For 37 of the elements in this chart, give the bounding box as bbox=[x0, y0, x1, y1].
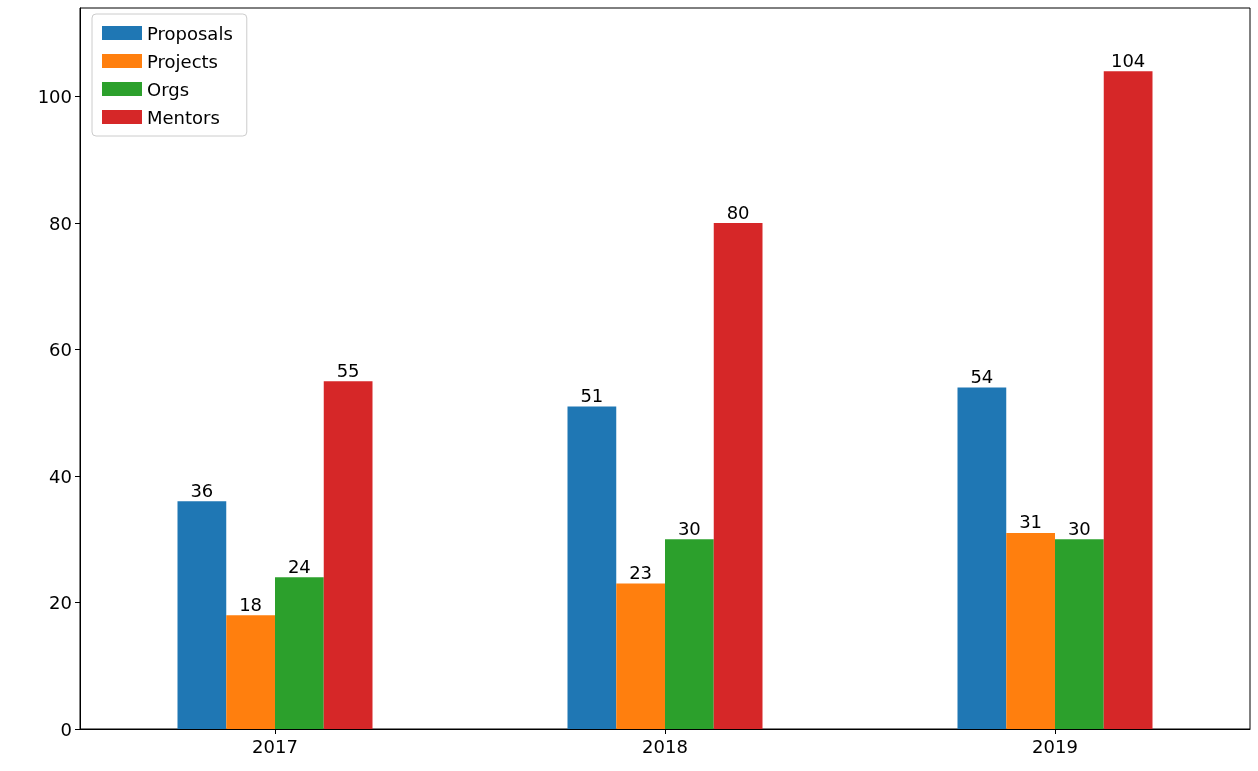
bar bbox=[665, 539, 714, 729]
x-tick-label: 2017 bbox=[252, 735, 298, 757]
data-label: 24 bbox=[287, 555, 311, 577]
y-tick-label: 100 bbox=[37, 86, 72, 108]
bar bbox=[1055, 539, 1104, 729]
legend-label: Projects bbox=[147, 50, 218, 72]
y-tick-label: 0 bbox=[60, 718, 72, 740]
data-label: 104 bbox=[1110, 49, 1146, 71]
data-label: 51 bbox=[580, 384, 604, 406]
bar bbox=[323, 381, 373, 729]
legend-label: Orgs bbox=[147, 78, 190, 100]
bar bbox=[1006, 532, 1055, 729]
bar bbox=[957, 387, 1007, 729]
bar bbox=[275, 577, 324, 729]
bar bbox=[616, 583, 665, 729]
data-label: 30 bbox=[1067, 517, 1091, 539]
data-label: 23 bbox=[629, 562, 653, 584]
y-tick-label: 20 bbox=[49, 592, 72, 614]
bar bbox=[713, 223, 763, 729]
x-tick-label: 2019 bbox=[1032, 735, 1078, 757]
data-label: 80 bbox=[726, 201, 750, 223]
x-tick-label: 2018 bbox=[642, 735, 688, 757]
bar bbox=[226, 615, 275, 729]
data-label: 54 bbox=[970, 365, 994, 387]
data-label: 36 bbox=[190, 479, 214, 501]
legend-label: Mentors bbox=[147, 106, 220, 128]
y-tick-label: 40 bbox=[49, 465, 72, 487]
data-label: 55 bbox=[336, 359, 360, 381]
y-tick-label: 60 bbox=[49, 339, 72, 361]
bar bbox=[1103, 71, 1153, 729]
bar bbox=[177, 501, 227, 729]
data-label: 18 bbox=[239, 593, 263, 615]
bar bbox=[567, 406, 617, 729]
legend-label: Proposals bbox=[147, 22, 233, 44]
data-label: 31 bbox=[1019, 511, 1043, 533]
data-label: 30 bbox=[677, 517, 701, 539]
y-tick-label: 80 bbox=[49, 212, 72, 234]
